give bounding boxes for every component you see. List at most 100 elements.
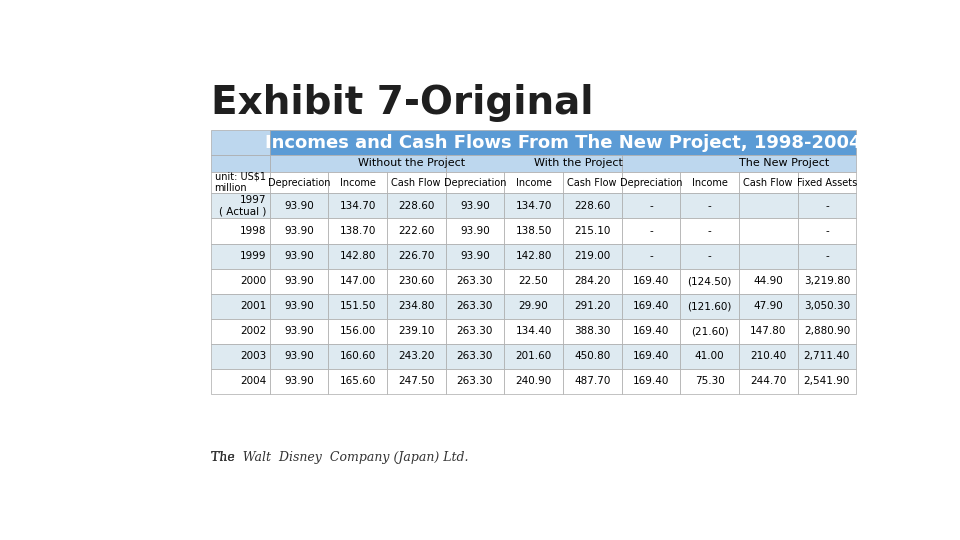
Bar: [270, 294, 328, 319]
Bar: [211, 319, 270, 344]
Bar: [621, 193, 681, 219]
Text: 3,050.30: 3,050.30: [804, 301, 850, 311]
Bar: [681, 344, 739, 369]
Text: 247.50: 247.50: [398, 376, 435, 387]
Text: (121.60): (121.60): [687, 301, 732, 311]
Text: Income: Income: [516, 178, 551, 187]
Text: 219.00: 219.00: [574, 251, 611, 261]
Text: 450.80: 450.80: [574, 352, 611, 361]
Bar: [270, 219, 328, 244]
Bar: [211, 130, 270, 155]
Bar: [270, 155, 445, 172]
Text: 22.50: 22.50: [518, 276, 548, 286]
Bar: [328, 344, 387, 369]
Text: 93.90: 93.90: [284, 376, 314, 387]
Bar: [270, 130, 856, 155]
Bar: [739, 294, 798, 319]
Text: 2,880.90: 2,880.90: [804, 326, 850, 336]
Bar: [387, 319, 445, 344]
Bar: [504, 244, 563, 268]
Bar: [798, 268, 856, 294]
Text: 93.90: 93.90: [284, 201, 314, 211]
Text: 226.70: 226.70: [398, 251, 435, 261]
Bar: [563, 294, 621, 319]
Text: 263.30: 263.30: [457, 301, 493, 311]
Text: 222.60: 222.60: [398, 226, 435, 236]
Text: 215.10: 215.10: [574, 226, 611, 236]
Bar: [739, 172, 798, 193]
Text: 2,711.40: 2,711.40: [804, 352, 851, 361]
Bar: [445, 172, 504, 193]
Text: 2,541.90: 2,541.90: [804, 376, 851, 387]
Text: 388.30: 388.30: [574, 326, 611, 336]
Text: 138.50: 138.50: [516, 226, 552, 236]
Bar: [504, 344, 563, 369]
Text: The: The: [211, 451, 239, 464]
Bar: [328, 319, 387, 344]
Bar: [621, 294, 681, 319]
Text: 2001: 2001: [240, 301, 267, 311]
Bar: [211, 344, 270, 369]
Text: 1997
( Actual ): 1997 ( Actual ): [219, 195, 267, 217]
Bar: [445, 319, 504, 344]
Text: 41.00: 41.00: [695, 352, 725, 361]
Text: Without the Project: Without the Project: [357, 158, 465, 168]
Bar: [445, 219, 504, 244]
Bar: [681, 172, 739, 193]
Bar: [681, 294, 739, 319]
Text: With the Project: With the Project: [534, 158, 622, 168]
Text: 151.50: 151.50: [340, 301, 375, 311]
Text: 291.20: 291.20: [574, 301, 611, 311]
Text: Fixed Assets: Fixed Assets: [797, 178, 857, 187]
Bar: [563, 193, 621, 219]
Text: 134.70: 134.70: [340, 201, 375, 211]
Bar: [504, 294, 563, 319]
Bar: [563, 369, 621, 394]
Text: 263.30: 263.30: [457, 376, 493, 387]
Text: 2000: 2000: [240, 276, 267, 286]
Bar: [328, 193, 387, 219]
Bar: [328, 369, 387, 394]
Bar: [211, 155, 270, 172]
Bar: [798, 319, 856, 344]
Text: 263.30: 263.30: [457, 326, 493, 336]
Bar: [328, 294, 387, 319]
Text: 93.90: 93.90: [284, 352, 314, 361]
Bar: [563, 319, 621, 344]
Bar: [621, 172, 681, 193]
Text: 93.90: 93.90: [460, 226, 490, 236]
Bar: [798, 244, 856, 268]
Text: 147.80: 147.80: [750, 326, 786, 336]
Bar: [563, 344, 621, 369]
Text: 165.60: 165.60: [340, 376, 375, 387]
Text: 44.90: 44.90: [754, 276, 783, 286]
Text: 228.60: 228.60: [398, 201, 435, 211]
Text: 93.90: 93.90: [284, 226, 314, 236]
Text: The New Project: The New Project: [739, 158, 829, 168]
Bar: [798, 219, 856, 244]
Bar: [328, 172, 387, 193]
Text: -: -: [649, 226, 653, 236]
Text: 487.70: 487.70: [574, 376, 611, 387]
Bar: [621, 344, 681, 369]
Bar: [387, 294, 445, 319]
Bar: [445, 244, 504, 268]
Bar: [387, 172, 445, 193]
Text: 142.80: 142.80: [516, 251, 552, 261]
Text: 169.40: 169.40: [633, 301, 669, 311]
Text: 169.40: 169.40: [633, 352, 669, 361]
Text: 93.90: 93.90: [284, 301, 314, 311]
Text: -: -: [825, 201, 828, 211]
Text: The  Walt  Disney  Company (Japan) Ltd.: The Walt Disney Company (Japan) Ltd.: [211, 451, 468, 464]
Bar: [621, 155, 856, 172]
Text: Depreciation: Depreciation: [444, 178, 506, 187]
Bar: [681, 193, 739, 219]
Text: 263.30: 263.30: [457, 352, 493, 361]
Bar: [328, 244, 387, 268]
Bar: [328, 219, 387, 244]
Text: 1999: 1999: [240, 251, 267, 261]
Bar: [270, 193, 328, 219]
Text: 230.60: 230.60: [398, 276, 434, 286]
Bar: [681, 244, 739, 268]
Bar: [739, 344, 798, 369]
